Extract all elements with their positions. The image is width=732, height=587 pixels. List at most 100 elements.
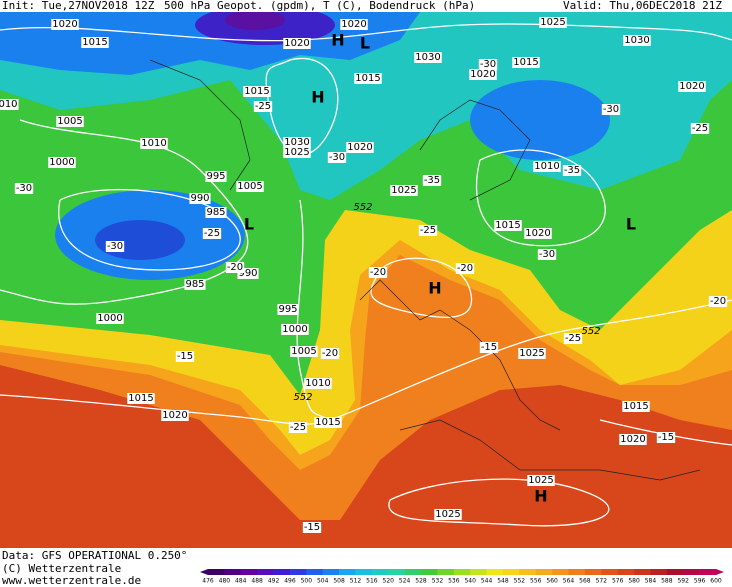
colorbar-tick-label: 588: [661, 578, 673, 585]
isobar-label-box: [354, 73, 382, 84]
field-blue-east: [470, 80, 610, 160]
colorbar-swatch: [437, 569, 455, 575]
isobar-label: 1020: [347, 142, 372, 153]
field-deep-blue: [95, 220, 185, 260]
isobar-label-box: [414, 52, 442, 63]
isobar-label: 1020: [470, 69, 495, 80]
isobar-label-box: [469, 69, 497, 80]
colorbar-tick-label: 528: [415, 578, 427, 585]
isobar-label-box: [277, 304, 299, 315]
colorbar-tick-label: 508: [333, 578, 345, 585]
isobar-label-box: [189, 193, 211, 204]
colorbar-swatch: [388, 569, 405, 575]
temperature-label: -20: [457, 263, 473, 274]
temperature-label-box: [656, 432, 676, 443]
isobar-label: 1015: [623, 401, 648, 412]
colorbar-tick-label: 552: [514, 578, 526, 585]
colorbar-swatch: [683, 569, 700, 575]
isobar-label-box: [512, 57, 540, 68]
isobar-label: 1020: [341, 19, 366, 30]
colorbar-swatch: [453, 569, 471, 575]
isobar-label-box: [340, 19, 368, 30]
temperature-label-box: [253, 101, 273, 112]
isobar-label-box: [205, 171, 227, 182]
colorbar-tick-label: 564: [563, 578, 575, 585]
colorbar-swatch: [519, 569, 537, 575]
footer-bar: [0, 548, 732, 587]
isobar-label: 1015: [355, 73, 380, 84]
isobar-label: 1000: [282, 324, 307, 335]
pressure-center: L: [244, 215, 254, 234]
isobar-label-box: [623, 35, 651, 46]
isobar-label: 010: [0, 99, 18, 110]
isobar-label: 1020: [284, 38, 309, 49]
isobar-label-box: [237, 268, 259, 279]
pressure-center: H: [311, 88, 324, 107]
colorbar-arrow-low: [200, 569, 208, 575]
colorbar-tick-label: 580: [628, 578, 640, 585]
valid-time: Valid: Thu,06DEC2018 21Z: [563, 0, 722, 12]
isobar-label: 1005: [291, 346, 316, 357]
colorbar-tick-label: 548: [497, 578, 509, 585]
pressure-center: H: [331, 31, 344, 50]
colorbar-swatch: [617, 569, 635, 575]
isobar-label: 1030: [624, 35, 649, 46]
temperature-label-box: [562, 165, 582, 176]
colorbar-tick-label: 496: [284, 578, 296, 585]
colorbar-swatch: [650, 569, 668, 575]
temperature-label: -15: [177, 351, 193, 362]
colorbar-swatch: [601, 569, 618, 575]
isobar-label: 1005: [237, 181, 262, 192]
isobar-label: 1025: [391, 185, 416, 196]
init-time: Init: Tue,27NOV2018 12Z: [2, 0, 155, 12]
temperature-label: -35: [564, 165, 580, 176]
isobar-label-box: [236, 181, 264, 192]
colorbar-swatch: [355, 569, 373, 575]
pressure-center: L: [360, 34, 370, 53]
colorbar-tick-label: 504: [317, 578, 329, 585]
colorbar-tick-label: 600: [710, 578, 722, 585]
isobar-label: 1000: [97, 313, 122, 324]
isobar-label: 1020: [52, 19, 77, 30]
isobar-label-box: [539, 17, 567, 28]
temperature-label-box: [690, 123, 710, 134]
height-label: 552: [293, 392, 312, 403]
temperature-label-box: [478, 59, 498, 70]
isobar-label: 1030: [415, 52, 440, 63]
temperature-label-box: [14, 183, 34, 194]
temperature-label-box: [537, 249, 557, 260]
isobar-label: 1015: [513, 57, 538, 68]
temperature-label-box: [320, 348, 340, 359]
isobar-label: 1020: [620, 434, 645, 445]
map-fields: [0, 5, 732, 548]
field-dark-purple: [225, 10, 285, 30]
colorbar-tick-label: 592: [677, 578, 689, 585]
temperature-label: -30: [107, 241, 123, 252]
isobar-label: 1010: [141, 138, 166, 149]
temperature-label: -30: [603, 104, 619, 115]
isobar-label-box: [283, 137, 311, 148]
isobar-label: 1020: [679, 81, 704, 92]
isobar-label-box: [518, 348, 546, 359]
data-source: Data: GFS OPERATIONAL 0.250°: [2, 549, 187, 562]
isobar-label: 1020: [525, 228, 550, 239]
pressure-center: L: [626, 215, 636, 234]
temperature-label: -25: [204, 228, 220, 239]
isobar-label-box: [533, 161, 561, 172]
colorbar-tick-label: 484: [235, 578, 247, 585]
temperature-label-box: [175, 351, 195, 362]
isobar-label-box: [140, 138, 168, 149]
colorbar-tick-label: 500: [301, 578, 313, 585]
height-label: 552: [581, 326, 600, 337]
isobar-label: 990: [238, 268, 257, 279]
colorbar-tick-label: 572: [596, 578, 608, 585]
isobar-label: 1010: [534, 161, 559, 172]
temperature-label-box: [479, 342, 499, 353]
colorbar-tick-label: 556: [530, 578, 542, 585]
colorbar-tick-label: 540: [464, 578, 476, 585]
temperature-label: -25: [290, 422, 306, 433]
isobar-label-box: [281, 324, 309, 335]
isobar: [0, 119, 249, 305]
colorbar-swatch: [584, 569, 602, 575]
colorbar-swatch: [666, 569, 684, 575]
